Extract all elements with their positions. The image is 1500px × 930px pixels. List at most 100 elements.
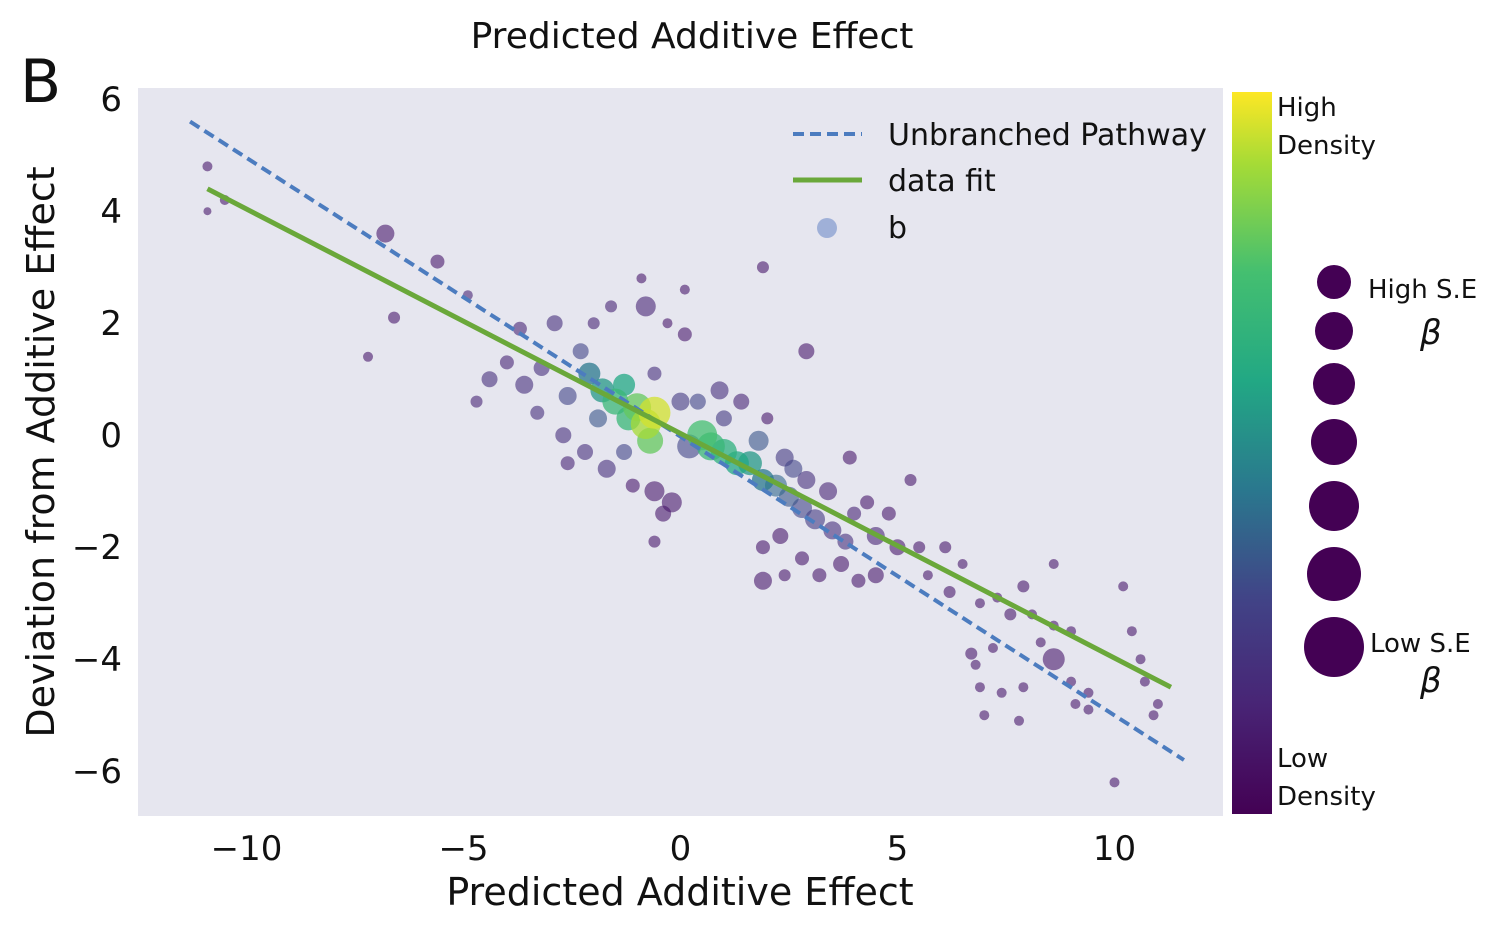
scatter-point	[605, 300, 618, 313]
scatter-point	[1035, 637, 1046, 648]
scatter-point	[965, 647, 978, 660]
scatter-point	[833, 556, 850, 572]
scatter-point	[1004, 608, 1017, 621]
y-tick-label: −2	[72, 528, 122, 568]
chart-title: Predicted Additive Effect	[471, 16, 914, 57]
legend-fit-label: data fit	[888, 164, 996, 199]
scatter-point	[753, 571, 772, 590]
scatter-point	[677, 327, 692, 342]
scatter-point	[867, 567, 884, 584]
scatter-point	[560, 456, 575, 471]
size-legend-circle	[1317, 265, 1351, 299]
scatter-point	[1014, 715, 1025, 726]
y-tick-label: −4	[72, 640, 122, 680]
legend-unbranched-label: Unbranched Pathway	[888, 118, 1207, 153]
y-tick-label: −6	[72, 752, 122, 792]
scatter-point	[625, 478, 640, 493]
x-tick-label: −5	[438, 829, 488, 869]
scatter-point	[797, 471, 816, 489]
scatter-point	[842, 450, 857, 465]
size-legend-circle	[1313, 363, 1355, 405]
size-legend-low-label: Low S.E	[1370, 629, 1471, 659]
scatter-point	[546, 315, 563, 332]
y-tick-label: 6	[100, 80, 122, 120]
scatter-point	[203, 207, 212, 216]
scatter-point	[1152, 699, 1163, 709]
scatter-point	[515, 375, 534, 394]
scatter-point	[689, 393, 706, 410]
scatter-point	[558, 387, 577, 405]
scatter-point	[499, 355, 514, 370]
scatter-point	[1048, 559, 1059, 569]
scatter-point	[860, 495, 875, 510]
scatter-point	[778, 569, 791, 582]
scatter-point	[974, 682, 985, 693]
colorbar-low-label-1: Low	[1277, 744, 1328, 774]
x-tick-label: 10	[1093, 829, 1136, 869]
x-tick-labels: −10 −5 0 5 10	[211, 829, 1137, 869]
scatter-point	[202, 161, 213, 172]
colorbar-low-label-2: Density	[1277, 782, 1376, 812]
scatter-point	[922, 570, 933, 581]
scatter-point	[388, 311, 401, 324]
scatter-point	[970, 659, 981, 670]
data-fit-line	[206, 186, 1173, 690]
scatter-point	[376, 224, 395, 243]
scatter-point	[1070, 699, 1081, 709]
size-legend	[1304, 265, 1364, 677]
scatter-point	[635, 296, 656, 317]
scatter-point	[756, 261, 769, 274]
scatter-point	[661, 492, 682, 513]
y-tick-label: 0	[100, 416, 122, 456]
scatter-point	[638, 396, 671, 429]
scatter-point	[847, 506, 862, 521]
scatter-point	[851, 573, 866, 588]
scatter-point	[748, 430, 769, 451]
scatter-point	[648, 535, 661, 548]
colorbar-high-label-2: Density	[1277, 131, 1376, 161]
scatter-point	[715, 410, 732, 427]
scatter-point	[636, 273, 647, 284]
scatter-point	[587, 317, 600, 330]
scatter-point	[679, 284, 690, 295]
scatter-point	[710, 381, 729, 400]
scatter-point	[957, 559, 968, 569]
scatter-point	[904, 474, 917, 486]
scatter-point	[1018, 682, 1029, 693]
scatter-point	[987, 643, 998, 653]
scatter-point	[913, 541, 926, 554]
scatter-point	[555, 427, 572, 444]
y-tick-labels: 6 4 2 0 −2 −4 −6	[72, 80, 122, 792]
x-tick-label: 0	[670, 829, 692, 869]
density-colorbar	[1232, 92, 1272, 814]
legend: Unbranched Pathway data fit b	[793, 118, 1207, 246]
scatter-point	[974, 598, 985, 609]
scatter-point	[819, 482, 838, 501]
size-legend-high-label: High S.E	[1368, 275, 1477, 305]
scatter-point	[1139, 676, 1150, 687]
scatter-point	[470, 395, 483, 408]
legend-points-marker	[817, 218, 837, 238]
scatter-point	[662, 318, 673, 329]
scatter-point	[784, 459, 803, 478]
scatter-point	[647, 366, 662, 381]
x-tick-label: 5	[887, 829, 909, 869]
scatter-point	[733, 393, 750, 410]
size-legend-circle	[1315, 312, 1353, 350]
size-legend-low-beta: β	[1419, 661, 1442, 701]
colorbar-high-label-1: High	[1277, 93, 1337, 123]
scatter-point	[530, 405, 545, 420]
scatter-point	[1118, 581, 1129, 592]
scatter-point	[1126, 626, 1137, 637]
scatter-point	[1135, 654, 1146, 665]
scatter-point	[572, 343, 589, 360]
scatter-point	[1148, 710, 1159, 721]
scatter-point	[363, 351, 374, 362]
y-axis-label: Deviation from Additive Effect	[19, 166, 63, 737]
scatter-point	[481, 371, 498, 388]
scatter-point	[671, 392, 690, 411]
scatter-point	[881, 506, 896, 521]
size-legend-circle	[1311, 419, 1357, 465]
scatter-point	[772, 528, 789, 544]
scatter-point	[578, 362, 601, 385]
